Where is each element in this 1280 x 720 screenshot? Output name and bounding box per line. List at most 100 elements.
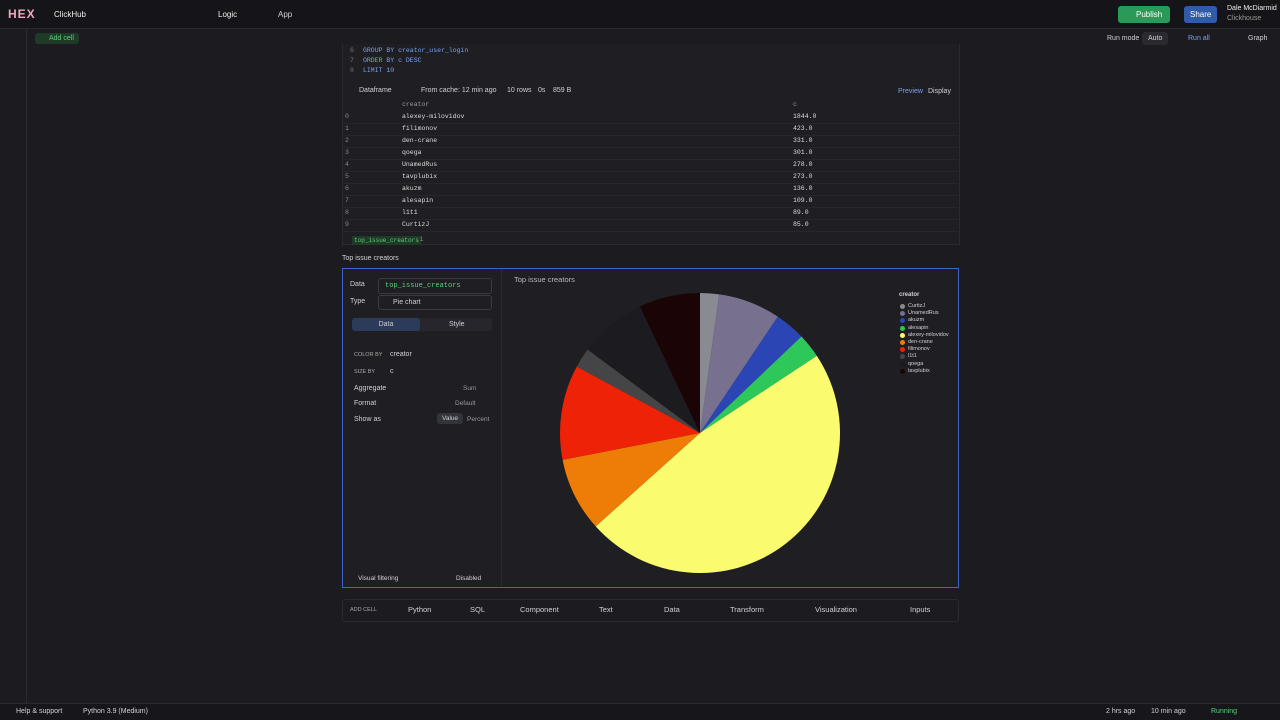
legend-label[interactable]: filimonov [908, 346, 930, 353]
add-cell-item[interactable]: Component [520, 605, 559, 614]
add-cell-item[interactable]: Python [408, 605, 432, 614]
kernel-status: Running [1211, 708, 1238, 715]
legend-label[interactable]: l1t1 [908, 353, 917, 360]
table-cell: 2 [345, 137, 349, 144]
table-cell: 1844.0 [793, 113, 817, 120]
row-line [342, 183, 958, 184]
output-name: top_issue_creators [352, 236, 421, 245]
add-cell-item[interactable]: Text [599, 605, 613, 614]
table-cell: UnamedRus [402, 161, 438, 168]
value-option[interactable]: Value [437, 413, 464, 424]
table-cell: filimonov [402, 125, 438, 132]
graph-button[interactable]: Graph [1248, 35, 1268, 42]
add-cell-bar [342, 599, 959, 622]
table-cell: 85.0 [793, 221, 809, 228]
legend-swatch [900, 368, 905, 374]
add-cell-item[interactable]: Inputs [910, 605, 931, 614]
pie-slice[interactable] [700, 336, 817, 433]
run-time: 0s [538, 87, 546, 94]
table-cell: den-crane [402, 137, 438, 144]
format-label: Format [354, 400, 377, 407]
column-header: c [793, 101, 797, 108]
show-as-label: Show as [354, 416, 381, 423]
legend-label[interactable]: CurtizJ [908, 303, 926, 309]
row-line [342, 195, 958, 196]
table-cell: 5 [345, 173, 349, 180]
table-cell: 136.0 [793, 185, 813, 192]
pie-slice[interactable] [595, 355, 840, 574]
legend-label[interactable]: den-crane [908, 339, 933, 345]
preview-tab[interactable]: Preview [898, 88, 923, 95]
run-all-button[interactable]: Run all [1188, 35, 1210, 42]
pie-slice[interactable] [562, 433, 700, 527]
help-link[interactable]: Help & support [16, 708, 63, 715]
legend-label[interactable]: alesapin [908, 324, 929, 331]
aggregate-value[interactable]: Sum [463, 385, 477, 392]
table-cell: tavplubix [402, 173, 438, 180]
add-cell-label: ADD CELL [350, 607, 377, 613]
legend-title: creator [899, 292, 920, 298]
data-select[interactable]: top_issue_creators [378, 278, 492, 294]
side-bar [0, 29, 27, 704]
pie-slice[interactable] [587, 306, 700, 433]
row-line [342, 231, 958, 232]
row-line [342, 159, 958, 160]
pie-slice[interactable] [639, 293, 700, 433]
footer [0, 703, 1280, 720]
color-by-label: COLOR BY [354, 352, 383, 358]
percent-option[interactable]: Percent [467, 416, 490, 423]
display-tab[interactable]: Display [928, 88, 951, 95]
table-cell: 9 [345, 221, 349, 228]
legend-label[interactable]: UnamedRus [908, 310, 939, 317]
publish-button[interactable]: Publish [1118, 6, 1171, 23]
code-line: LIMIT 10 [363, 67, 395, 74]
style-tab[interactable]: Style [449, 321, 465, 328]
pie-slice[interactable] [700, 294, 778, 433]
visual-filtering-value[interactable]: Disabled [456, 575, 482, 582]
run-mode-select[interactable]: Auto [1142, 32, 1169, 45]
config-panel [343, 269, 502, 586]
org-name: Clickhouse [1227, 15, 1262, 22]
size-by-value[interactable]: c [390, 368, 394, 375]
project-name[interactable]: ClickHub [54, 10, 87, 19]
logo[interactable]: HEX [8, 7, 36, 21]
type-label: Type [350, 298, 366, 305]
kernel-info[interactable]: Python 3.9 (Medium) [83, 708, 148, 715]
dataframe-label[interactable]: Dataframe [359, 87, 392, 94]
table-cell: 0 [345, 113, 349, 120]
format-value[interactable]: Default [455, 400, 476, 407]
legend-label[interactable]: qoega [908, 360, 924, 367]
table-cell: 301.0 [793, 149, 813, 156]
add-cell-button[interactable]: Add cell [35, 33, 79, 44]
data-tab[interactable]: Data [352, 318, 420, 331]
tab-app[interactable]: App [278, 10, 293, 19]
table-cell: 278.0 [793, 161, 813, 168]
share-button[interactable]: Share [1184, 6, 1218, 23]
legend-swatch [900, 311, 905, 317]
legend-label[interactable]: alexey-milovidov [908, 331, 949, 338]
pie-slice[interactable] [700, 316, 802, 433]
add-cell-item[interactable]: Data [664, 605, 680, 614]
add-cell-item[interactable]: SQL [470, 605, 486, 614]
legend-label[interactable]: tavplubix [908, 367, 930, 374]
pie-slice[interactable] [700, 293, 720, 433]
row-line [342, 207, 958, 208]
add-cell-item[interactable]: Transform [730, 605, 764, 614]
color-by-value[interactable]: creator [390, 351, 412, 358]
pie-slice[interactable] [560, 366, 700, 460]
type-select[interactable]: Pie chart [378, 295, 492, 310]
legend-label[interactable]: akuzm [908, 317, 925, 324]
row-count: 10 rows [507, 87, 532, 94]
line-number: 7 [350, 57, 354, 64]
pie-slice[interactable] [576, 349, 700, 433]
tab-logic[interactable]: Logic [218, 10, 238, 19]
table-cell: 89.0 [793, 209, 809, 216]
legend-swatch [900, 325, 905, 331]
add-cell-item[interactable]: Visualization [815, 605, 857, 614]
legend-swatch [900, 332, 905, 338]
row-line [342, 135, 958, 136]
legend-swatch [900, 304, 905, 309]
table-cell: CurtizJ [402, 221, 430, 228]
table-cell: 3 [345, 149, 349, 156]
